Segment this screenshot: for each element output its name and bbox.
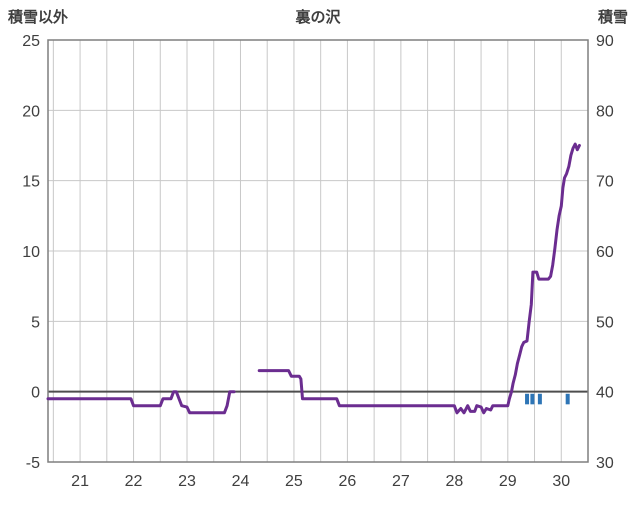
right-tick-label: 70 xyxy=(596,174,614,191)
x-tick-label: 27 xyxy=(392,473,410,490)
x-tick-label: 29 xyxy=(499,473,517,490)
right-axis-title: 積雪 xyxy=(597,9,628,26)
x-tick-label: 23 xyxy=(178,473,196,490)
x-tick-label: 22 xyxy=(125,473,143,490)
right-tick-label: 60 xyxy=(596,244,614,261)
left-tick-label: 25 xyxy=(22,33,40,50)
right-tick-label: 50 xyxy=(596,314,614,331)
right-tick-label: 30 xyxy=(596,455,614,472)
right-tick-label: 80 xyxy=(596,103,614,120)
x-tick-label: 28 xyxy=(445,473,463,490)
x-tick-label: 25 xyxy=(285,473,303,490)
snow-depth-line xyxy=(257,142,581,415)
chart-title: 裏の沢 xyxy=(295,9,341,26)
snowfall-bar xyxy=(525,393,530,405)
x-tick-label: 30 xyxy=(552,473,570,490)
left-tick-label: 0 xyxy=(31,385,40,402)
right-tick-label: 90 xyxy=(596,33,614,50)
right-tick-label: 40 xyxy=(596,385,614,402)
snowfall-bar xyxy=(565,393,570,405)
left-tick-label: 5 xyxy=(31,314,40,331)
left-tick-label: 15 xyxy=(22,174,40,191)
x-tick-label: 26 xyxy=(339,473,357,490)
left-tick-label: 20 xyxy=(22,103,40,120)
snowfall-bar xyxy=(537,393,542,405)
left-axis-title: 積雪以外 xyxy=(8,9,69,26)
left-tick-label: 10 xyxy=(22,244,40,261)
snowfall-bar xyxy=(530,393,535,405)
x-tick-label: 21 xyxy=(71,473,89,490)
left-tick-label: -5 xyxy=(26,455,40,472)
snow-depth-line xyxy=(46,390,236,415)
x-tick-label: 24 xyxy=(232,473,250,490)
